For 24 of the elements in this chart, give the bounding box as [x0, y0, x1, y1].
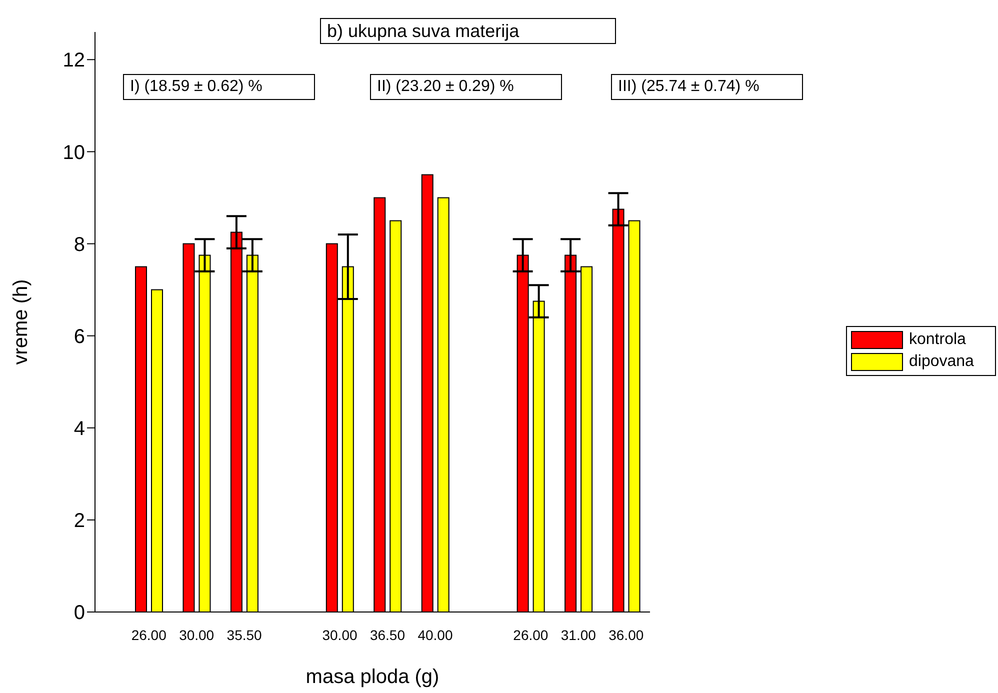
x-tick-label: 36.50 — [370, 626, 406, 643]
x-tick-label: 30.00 — [322, 626, 358, 643]
chart-title: b) ukupna suva materija — [320, 18, 616, 44]
x-tick-label: 36.00 — [608, 626, 644, 643]
x-tick-label: 26.00 — [513, 626, 548, 643]
legend-label: dipovana — [909, 352, 974, 372]
y-tick-label: 6 — [74, 326, 85, 348]
x-tick-label: 31.00 — [560, 626, 596, 643]
x-tick-label: 35.50 — [226, 626, 262, 643]
annotation: III) (25.74 ± 0.74) % — [611, 74, 803, 100]
y-tick-label: 4 — [74, 418, 85, 440]
x-tick-label: 40.00 — [418, 626, 453, 643]
annotation: II) (23.20 ± 0.29) % — [370, 74, 562, 100]
y-tick-label: 12 — [62, 50, 85, 72]
x-tick-label: 26.00 — [131, 626, 167, 643]
y-tick-label: 0 — [74, 602, 85, 624]
x-tick-label: 30.00 — [179, 626, 214, 643]
y-axis-title: vreme (h) — [10, 279, 32, 365]
legend-label: kontrola — [909, 330, 966, 350]
annotation: I) (18.59 ± 0.62) % — [123, 74, 315, 100]
x-axis-title: masa ploda (g) — [306, 666, 440, 688]
y-tick-label: 10 — [62, 142, 85, 164]
y-tick-label: 8 — [74, 234, 85, 256]
y-tick-label: 2 — [74, 510, 85, 532]
